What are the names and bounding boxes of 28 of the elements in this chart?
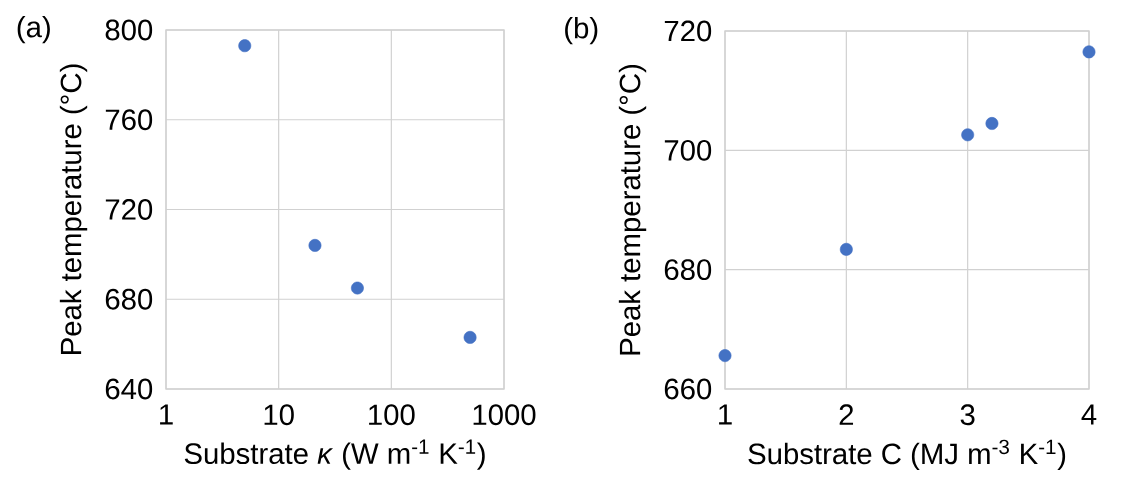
x-tick-label: 10 bbox=[264, 404, 294, 426]
y-tick-label: 680 bbox=[664, 259, 712, 281]
x-tick-label: 3 bbox=[960, 404, 975, 426]
x-tick-label: 1 bbox=[160, 404, 173, 425]
x-tick-label: 2 bbox=[839, 404, 854, 425]
y-tick-label: 640 bbox=[105, 378, 153, 400]
point bbox=[985, 117, 999, 130]
y-tick-label: 760 bbox=[105, 109, 153, 131]
y-tick-label: 720 bbox=[105, 199, 153, 220]
text: (a) bbox=[17, 15, 50, 44]
x-axis-title: Substrate C (MJ m$^{-3}$ K$^{-1}$) bbox=[748, 439, 1066, 471]
y-axis-title: Peak temperature (°C) bbox=[59, 64, 88, 354]
y-tick-label: 660 bbox=[664, 378, 712, 400]
x-tick-label: 4 bbox=[1081, 404, 1097, 425]
y-tick-label: 700 bbox=[664, 139, 712, 161]
x-axis-title: Substrate κ (W m$^{-1}$ K$^{-1}$) bbox=[184, 439, 485, 470]
y-tick-label: 800 bbox=[105, 19, 153, 41]
text: (b) bbox=[565, 16, 598, 45]
point bbox=[718, 349, 732, 362]
y-tick-label: 680 bbox=[105, 288, 153, 310]
x-tick-label: 1 bbox=[719, 404, 732, 425]
point bbox=[839, 242, 853, 256]
y-axis-title: Peak temperature (°C) bbox=[618, 64, 647, 355]
point bbox=[961, 128, 975, 142]
point bbox=[1082, 45, 1096, 59]
x-tick-label: 1000 bbox=[473, 404, 536, 426]
x-tick-label: 100 bbox=[369, 404, 415, 426]
y-tick-label: 720 bbox=[664, 20, 712, 42]
